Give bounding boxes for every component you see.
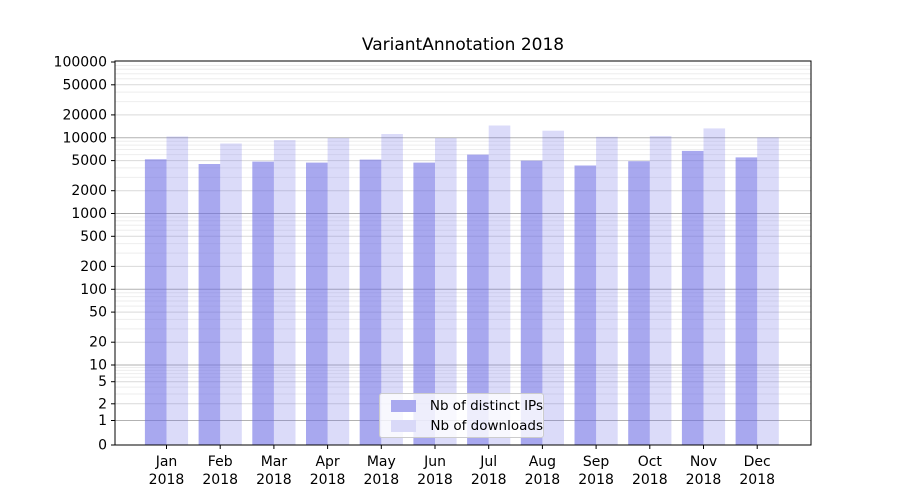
bar-distinct-ips-aug xyxy=(520,160,543,445)
y-tick-label-5: 5 xyxy=(98,374,107,390)
y-tick-label-200: 200 xyxy=(80,259,107,275)
y-tick-label-10000: 10000 xyxy=(62,130,107,146)
y-tick-label-100000: 100000 xyxy=(54,55,107,71)
x-tick-label-month-jan: Jan xyxy=(155,454,178,470)
x-tick-label-month-jun: Jun xyxy=(423,454,446,470)
y-tick-label-20: 20 xyxy=(89,335,107,351)
x-tick-label-year-mar: 2018 xyxy=(256,472,292,488)
bar-distinct-ips-jul xyxy=(467,154,489,445)
bar-downloads-apr xyxy=(327,138,350,445)
y-tick-label-100: 100 xyxy=(80,282,107,298)
y-tick-label-1000: 1000 xyxy=(71,206,107,222)
y-tick-label-20000: 20000 xyxy=(62,107,107,123)
x-axis: Jan 2018 Feb 2018 Mar 2018 Apr 2018 May 2018 Jun 20… xyxy=(149,445,775,488)
y-tick-label-10: 10 xyxy=(89,358,107,374)
x-tick-label-month-may: May xyxy=(367,454,396,470)
axis-frame xyxy=(114,60,812,446)
x-tick-label-month-mar: Mar xyxy=(261,454,288,470)
legend-label-distinct-ips: Nb of distinct IPs xyxy=(429,397,543,414)
bar-downloads-jul xyxy=(488,125,511,445)
x-tick-label-year-oct: 2018 xyxy=(632,472,668,488)
x-tick-label-month-dec: Dec xyxy=(744,454,771,470)
x-tick-label-year-feb: 2018 xyxy=(202,472,238,488)
legend: Nb of distinct IPs Nb of downloads xyxy=(379,393,544,438)
bar-distinct-ips-sep xyxy=(574,165,597,445)
bar-downloads-feb xyxy=(220,143,242,445)
x-tick-label-year-aug: 2018 xyxy=(525,472,561,488)
x-tick-label-year-jul: 2018 xyxy=(471,472,507,488)
legend-label-downloads: Nb of downloads xyxy=(430,417,543,434)
bar-distinct-ips-nov xyxy=(681,150,704,445)
y-tick-label-5000: 5000 xyxy=(71,153,107,169)
bar-downloads-aug xyxy=(542,130,564,445)
y-tick-label-1: 1 xyxy=(98,413,107,429)
y-tick-label-500: 500 xyxy=(80,229,107,245)
bar-downloads-mar xyxy=(273,140,296,445)
x-tick-label-month-aug: Aug xyxy=(529,454,556,470)
x-tick-label-year-sep: 2018 xyxy=(578,472,614,488)
x-tick-label-year-jun: 2018 xyxy=(417,472,453,488)
bars-group xyxy=(144,125,779,446)
bar-downloads-sep xyxy=(596,136,618,446)
bar-downloads-nov xyxy=(703,128,726,445)
x-tick-label-month-oct: Oct xyxy=(638,454,663,470)
bar-downloads-dec xyxy=(757,137,779,445)
y-axis: 0 12 510 20 50 100 200 500 1000 2000 5000 10000 2000… xyxy=(54,55,115,454)
bar-distinct-ips-dec xyxy=(735,157,758,445)
bar-downloads-may xyxy=(381,134,403,445)
legend-item-distinct-ips: Nb of distinct IPs xyxy=(391,398,543,414)
bar-distinct-ips-apr xyxy=(306,162,328,445)
legend-item-downloads: Nb of downloads xyxy=(391,418,543,434)
bar-distinct-ips-feb xyxy=(198,164,221,445)
y-tick-label-50000: 50000 xyxy=(62,77,107,93)
x-tick-label-month-sep: Sep xyxy=(583,454,610,470)
x-tick-label-year-jan: 2018 xyxy=(149,472,185,488)
x-tick-label-year-nov: 2018 xyxy=(686,472,722,488)
bar-downloads-oct xyxy=(649,136,672,445)
y-tick-label-0: 0 xyxy=(98,438,107,454)
x-tick-label-month-jul: Jul xyxy=(479,454,497,470)
legend-swatch-downloads-icon xyxy=(391,419,417,432)
x-tick-label-year-apr: 2018 xyxy=(310,472,346,488)
legend-swatch-ips-icon xyxy=(391,399,416,412)
bar-distinct-ips-may xyxy=(359,159,382,445)
bar-distinct-ips-mar xyxy=(252,161,274,445)
x-tick-label-month-feb: Feb xyxy=(208,454,233,470)
bar-downloads-jan xyxy=(166,136,189,445)
bar-distinct-ips-jun xyxy=(413,162,435,445)
bar-downloads-jun xyxy=(435,138,457,445)
y-tick-label-2000: 2000 xyxy=(71,183,107,199)
y-tick-label-50: 50 xyxy=(89,305,107,321)
bar-distinct-ips-oct xyxy=(628,161,650,445)
bar-distinct-ips-jan xyxy=(144,159,167,446)
y-tick-label-2: 2 xyxy=(98,396,107,412)
x-tick-label-month-apr: Apr xyxy=(315,454,339,470)
x-tick-label-month-nov: Nov xyxy=(690,454,717,470)
x-tick-label-year-may: 2018 xyxy=(363,472,399,488)
x-tick-label-year-dec: 2018 xyxy=(739,472,775,488)
